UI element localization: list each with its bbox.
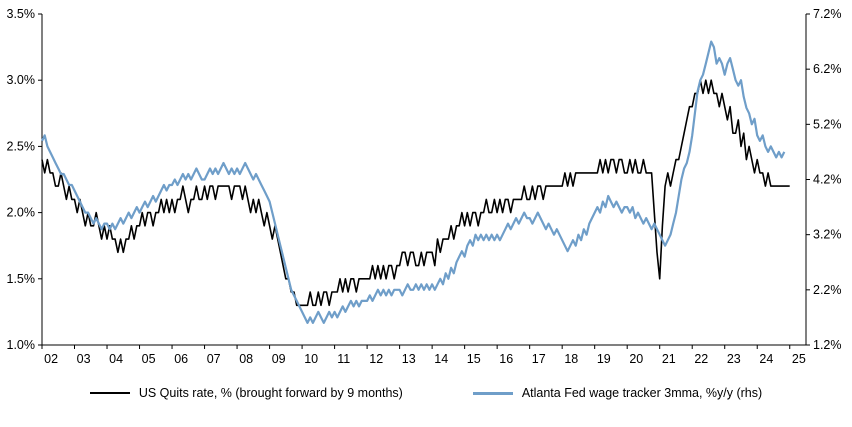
legend-item-quits: US Quits rate, % (brought forward by 9 m… xyxy=(89,386,403,400)
x-axis-tick-label: 02 xyxy=(44,352,58,366)
y-axis-left-tick-label: 2.0% xyxy=(7,206,36,220)
y-axis-right-tick-label: 4.2% xyxy=(813,173,842,187)
legend: US Quits rate, % (brought forward by 9 m… xyxy=(0,386,852,400)
x-axis-tick-label: 12 xyxy=(369,352,383,366)
x-axis-tick-label: 17 xyxy=(532,352,546,366)
chart-container: 1.0% 1.5% 2.0% 2.5% 3.0% 3.5% 1.2% 2.2% 3.2% 4.2%… xyxy=(0,7,852,400)
x-axis-tick-label: 06 xyxy=(174,352,188,366)
y-axis-left-tick-label: 2.5% xyxy=(7,139,36,153)
y-axis-left-tick-label: 1.5% xyxy=(7,272,36,286)
legend-item-wage-tracker: Atlanta Fed wage tracker 3mma, %y/y (rhs… xyxy=(472,386,763,400)
x-axis-tick-label: 18 xyxy=(564,352,578,366)
x-axis-tick-label: 23 xyxy=(727,352,741,366)
legend-label-wage-tracker: Atlanta Fed wage tracker 3mma, %y/y (rhs… xyxy=(521,386,763,400)
x-axis-tick-label: 21 xyxy=(662,352,676,366)
legend-label-quits: US Quits rate, % (brought forward by 9 m… xyxy=(138,386,403,400)
x-axis-tick-label: 15 xyxy=(467,352,481,366)
y-axis-right-tick-label: 5.2% xyxy=(813,117,842,131)
x-axis-tick-label: 24 xyxy=(759,352,773,366)
x-axis-tick-label: 08 xyxy=(239,352,253,366)
x-axis-tick-label: 22 xyxy=(694,352,708,366)
y-axis-right-tick-label: 6.2% xyxy=(813,62,842,76)
x-axis-tick-label: 09 xyxy=(272,352,286,366)
x-axis-tick-label: 13 xyxy=(402,352,416,366)
y-axis-right-tick-label: 7.2% xyxy=(813,7,842,21)
x-axis-tick-label: 05 xyxy=(142,352,156,366)
x-axis-tick-label: 16 xyxy=(499,352,513,366)
wage-tracker-line-swatch xyxy=(472,391,513,395)
y-axis-right-tick-label: 2.2% xyxy=(813,283,842,297)
y-axis-left-tick-label: 3.0% xyxy=(7,73,36,87)
x-axis-tick-label: 04 xyxy=(109,352,123,366)
x-axis-tick-label: 03 xyxy=(77,352,91,366)
quits-line-swatch xyxy=(89,392,130,394)
quits-series-line xyxy=(41,79,790,307)
wage-tracker-series-line xyxy=(41,40,786,324)
x-axis-tick-label: 10 xyxy=(304,352,318,366)
line-chart: 1.0% 1.5% 2.0% 2.5% 3.0% 3.5% 1.2% 2.2% 3.2% 4.2%… xyxy=(7,7,842,366)
x-axis-tick-label: 25 xyxy=(792,352,806,366)
x-axis-tick-label: 14 xyxy=(434,352,448,366)
x-axis-tick-label: 07 xyxy=(207,352,221,366)
y-axis-left-tick-label: 1.0% xyxy=(7,338,36,352)
x-axis-tick-label: 19 xyxy=(597,352,611,366)
y-axis-right-tick-label: 3.2% xyxy=(813,228,842,242)
y-axis-left-tick-label: 3.5% xyxy=(7,7,36,21)
x-axis-tick-label: 20 xyxy=(629,352,643,366)
y-axis-right-tick-label: 1.2% xyxy=(813,338,842,352)
x-axis-tick-label: 11 xyxy=(337,352,350,366)
